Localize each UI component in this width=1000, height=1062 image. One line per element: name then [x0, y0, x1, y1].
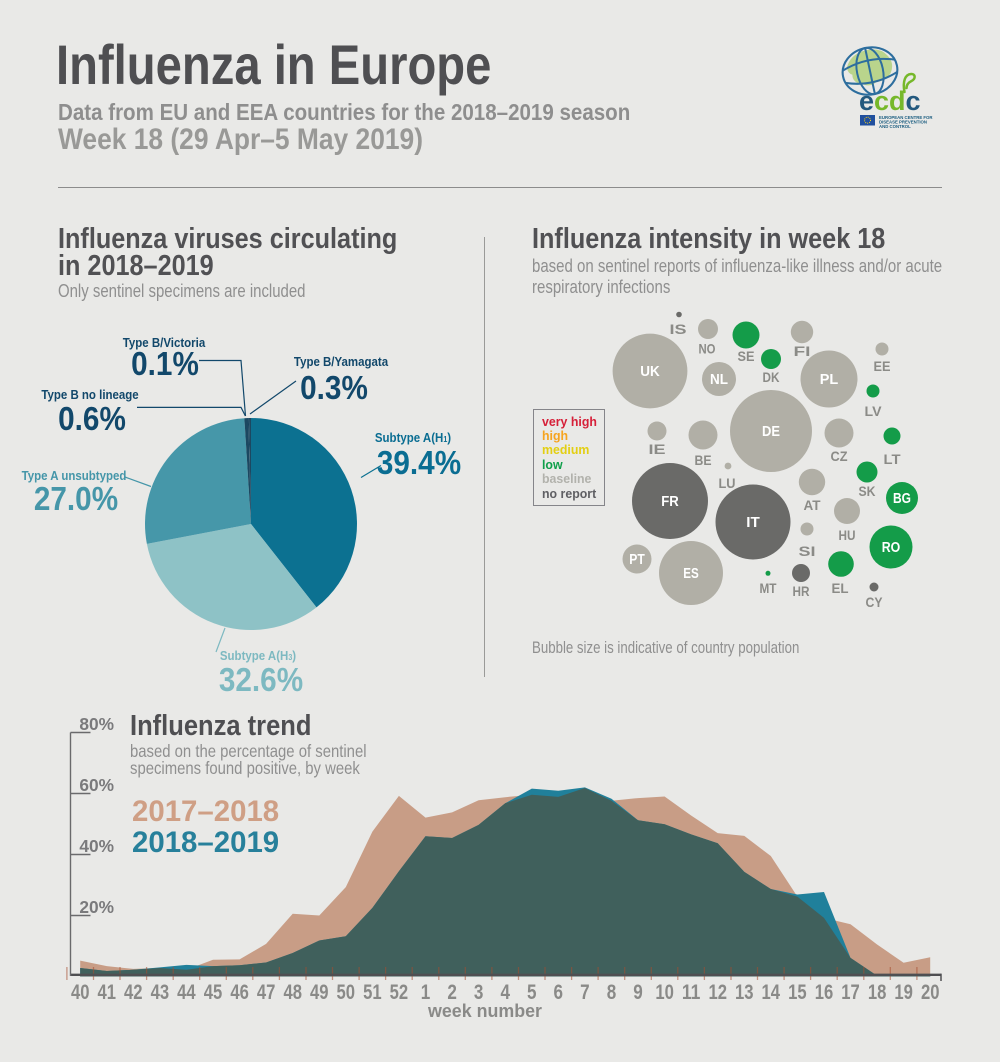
svg-text:2: 2	[447, 981, 457, 1004]
svg-text:49: 49	[310, 981, 329, 1004]
svg-text:44: 44	[177, 981, 196, 1004]
svg-text:DE: DE	[762, 424, 780, 440]
svg-text:CZ: CZ	[831, 448, 848, 464]
svg-text:13: 13	[735, 981, 754, 1004]
svg-text:51: 51	[363, 981, 382, 1004]
svg-text:6: 6	[554, 981, 564, 1004]
svg-text:ecdc: ecdc	[859, 86, 921, 116]
svg-text:3: 3	[474, 981, 484, 1004]
svg-text:IS: IS	[670, 321, 687, 337]
svg-text:50: 50	[337, 981, 356, 1004]
svg-text:BE: BE	[695, 452, 712, 468]
svg-text:10: 10	[655, 981, 674, 1004]
svg-text:47: 47	[257, 981, 276, 1004]
svg-text:MT: MT	[760, 580, 777, 596]
svg-text:40: 40	[71, 981, 90, 1004]
svg-text:9: 9	[633, 981, 643, 1004]
svg-text:HU: HU	[839, 527, 856, 543]
svg-text:16: 16	[815, 981, 834, 1004]
svg-text:43: 43	[151, 981, 170, 1004]
svg-text:LV: LV	[865, 403, 883, 419]
svg-text:1: 1	[421, 981, 431, 1004]
svg-text:AND CONTROL: AND CONTROL	[879, 124, 911, 129]
svg-text:15: 15	[788, 981, 807, 1004]
svg-text:DISEASE PREVENTION: DISEASE PREVENTION	[879, 120, 927, 125]
svg-text:EUROPEAN CENTRE FOR: EUROPEAN CENTRE FOR	[879, 115, 933, 120]
svg-text:20%: 20%	[79, 897, 114, 917]
svg-text:20: 20	[921, 981, 940, 1004]
svg-text:80%: 80%	[79, 714, 114, 734]
svg-text:PL: PL	[820, 372, 839, 388]
svg-text:40%: 40%	[79, 836, 114, 856]
svg-text:11: 11	[682, 981, 701, 1004]
svg-text:AT: AT	[804, 497, 821, 513]
svg-text:14: 14	[762, 981, 781, 1004]
svg-text:8: 8	[607, 981, 617, 1004]
svg-text:EL: EL	[832, 580, 849, 596]
svg-text:5: 5	[527, 981, 537, 1004]
svg-text:IT: IT	[746, 515, 760, 531]
svg-text:LT: LT	[884, 451, 901, 467]
svg-text:HR: HR	[793, 583, 810, 599]
svg-text:12: 12	[708, 981, 727, 1004]
svg-text:7: 7	[580, 981, 590, 1004]
svg-text:week number: week number	[427, 1001, 542, 1021]
svg-text:CY: CY	[866, 594, 884, 610]
svg-text:42: 42	[124, 981, 143, 1004]
svg-text:41: 41	[98, 981, 117, 1004]
svg-text:FR: FR	[661, 494, 679, 510]
svg-text:18: 18	[868, 981, 887, 1004]
svg-text:45: 45	[204, 981, 223, 1004]
svg-text:NL: NL	[710, 372, 728, 388]
svg-text:48: 48	[283, 981, 302, 1004]
svg-text:IE: IE	[649, 441, 666, 457]
svg-text:RO: RO	[882, 540, 901, 556]
svg-text:17: 17	[841, 981, 860, 1004]
svg-text:ES: ES	[683, 566, 699, 582]
svg-text:PT: PT	[629, 552, 645, 568]
svg-text:52: 52	[390, 981, 409, 1004]
svg-text:DK: DK	[763, 369, 780, 385]
svg-text:UK: UK	[640, 364, 660, 380]
svg-text:EE: EE	[874, 358, 891, 374]
svg-text:19: 19	[894, 981, 913, 1004]
svg-text:60%: 60%	[79, 775, 114, 795]
svg-text:BG: BG	[893, 491, 911, 507]
svg-text:46: 46	[230, 981, 249, 1004]
svg-text:LU: LU	[719, 475, 736, 491]
svg-text:SE: SE	[738, 348, 755, 364]
svg-text:FI: FI	[794, 343, 811, 359]
svg-text:4: 4	[500, 981, 510, 1004]
svg-text:NO: NO	[699, 340, 716, 356]
svg-text:SK: SK	[859, 483, 876, 499]
svg-text:SI: SI	[799, 543, 816, 559]
